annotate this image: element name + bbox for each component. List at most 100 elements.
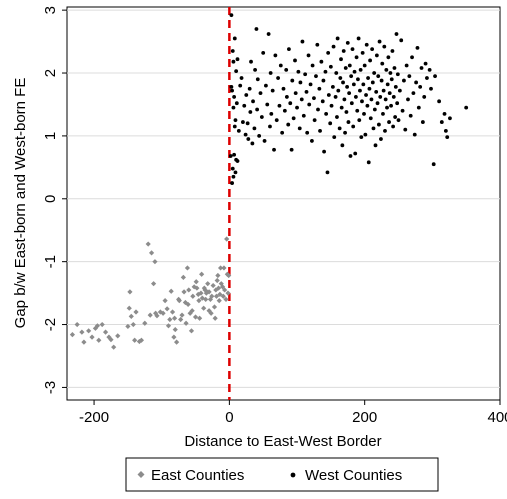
west-county-point [316, 107, 320, 112]
east-county-point [196, 298, 202, 304]
west-county-point [317, 86, 322, 91]
west-county-point [348, 154, 353, 158]
west-county-point [345, 84, 349, 89]
west-county-point [415, 45, 420, 50]
east-county-point [128, 313, 134, 319]
east-county-point [211, 304, 218, 310]
west-county-point [235, 57, 240, 62]
data-points [69, 13, 469, 350]
east-county-point [215, 285, 222, 291]
east-county-point [154, 313, 160, 319]
west-county-point [318, 128, 322, 133]
east-county-point [224, 271, 230, 277]
west-county-point [378, 95, 383, 99]
west-county-point [231, 174, 236, 179]
west-county-point [385, 82, 390, 87]
west-county-point [241, 120, 245, 124]
west-county-point [387, 120, 391, 124]
west-county-point [276, 76, 280, 80]
west-county-point [234, 69, 239, 74]
west-county-point [355, 108, 360, 113]
west-county-point [349, 101, 354, 106]
west-county-point [320, 99, 325, 104]
east-county-point [178, 316, 184, 323]
west-county-point [308, 82, 313, 87]
east-county-point [215, 272, 221, 279]
west-county-point [448, 116, 452, 121]
west-county-point [372, 71, 377, 75]
west-county-point [343, 66, 348, 70]
west-county-point [341, 49, 346, 53]
west-county-point [418, 84, 423, 89]
west-county-point [360, 51, 365, 55]
east-county-point [79, 329, 85, 335]
west-county-point [347, 63, 352, 68]
west-county-point [300, 39, 305, 44]
west-county-point [304, 89, 309, 94]
west-county-point [351, 124, 356, 129]
legend: East Counties West Counties [125, 457, 439, 492]
east-county-point [130, 321, 136, 328]
west-county-point [423, 61, 428, 66]
west-county-point [328, 121, 333, 126]
east-county-point [174, 339, 180, 345]
y-tick-label: -2 [42, 318, 59, 331]
east-county-point [224, 236, 230, 242]
west-county-point [312, 118, 317, 123]
west-county-point [422, 95, 427, 99]
west-county-point [230, 166, 235, 171]
west-county-point [336, 88, 341, 93]
west-county-point [376, 122, 381, 127]
east-county-point [162, 298, 168, 304]
west-county-point [270, 88, 275, 93]
west-county-point [383, 97, 388, 102]
west-county-point [379, 78, 384, 83]
east-county-point [160, 310, 166, 316]
east-county-point [184, 265, 191, 271]
east-county-point [164, 306, 170, 312]
west-county-point [268, 124, 272, 129]
west-county-point [249, 59, 253, 64]
east-county-point [165, 323, 172, 329]
x-axis-ticks: -200 0 200 400 [79, 400, 507, 426]
west-county-point [233, 170, 238, 175]
west-county-point [412, 132, 417, 137]
west-county-point [330, 84, 335, 89]
west-county-point [339, 57, 343, 62]
east-county-point [217, 291, 223, 297]
west-county-point [243, 132, 248, 137]
west-county-point [403, 127, 408, 132]
west-county-point [323, 69, 328, 74]
west-county-point [274, 118, 279, 123]
east-county-point [148, 250, 155, 256]
east-county-point [96, 337, 102, 343]
west-county-point [356, 36, 361, 41]
west-county-point [369, 97, 374, 102]
west-county-point [295, 105, 299, 110]
west-county-point [371, 126, 376, 131]
east-county-point [152, 259, 158, 265]
west-county-point [338, 76, 343, 80]
east-county-point [157, 309, 163, 315]
west-county-point [361, 82, 366, 87]
west-county-point [273, 53, 278, 58]
west-county-point [382, 44, 387, 49]
west-county-point [380, 61, 385, 66]
west-county-point [366, 160, 371, 165]
east-county-point [199, 271, 205, 277]
east-county-point [210, 282, 216, 289]
west-county-point [259, 115, 264, 119]
west-county-point [365, 103, 370, 108]
east-county-point [213, 293, 220, 299]
legend-box [125, 457, 439, 492]
west-county-point [252, 126, 257, 131]
west-county-point [445, 135, 450, 140]
east-county-point [108, 337, 114, 343]
west-county-point [386, 55, 391, 60]
west-county-point [235, 159, 240, 163]
east-county-point [201, 305, 207, 311]
east-county-point [74, 321, 80, 328]
west-county-point [394, 32, 399, 36]
west-county-point [431, 162, 436, 167]
west-county-point [366, 76, 370, 80]
